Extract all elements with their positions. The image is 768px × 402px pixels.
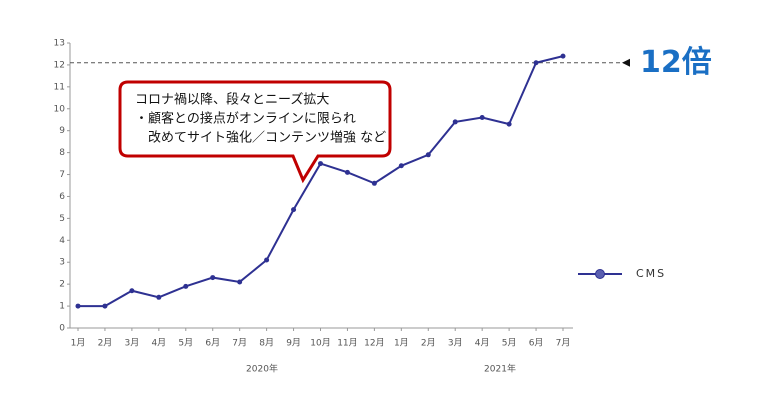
x-tick-label: 2月 <box>98 338 113 349</box>
y-tick-label: 6 <box>59 192 65 202</box>
data-point <box>398 163 404 169</box>
year-label: 2021年 <box>484 363 516 375</box>
y-tick-label: 4 <box>59 236 65 246</box>
annotation-line: コロナ禍以降、段々とニーズ拡大 <box>135 92 329 108</box>
x-tick-label: 6月 <box>205 338 220 349</box>
data-point <box>371 180 377 186</box>
y-tick-label: 5 <box>59 214 65 224</box>
x-tick-label: 10月 <box>310 338 330 349</box>
data-point <box>237 279 243 285</box>
y-tick-label: 13 <box>54 39 65 49</box>
legend-marker <box>595 269 605 279</box>
y-tick-label: 9 <box>59 126 65 136</box>
data-point <box>560 53 566 59</box>
data-point <box>183 283 189 289</box>
x-tick-label: 3月 <box>448 338 463 349</box>
data-point <box>425 152 431 158</box>
data-point <box>264 257 270 263</box>
legend-label: CMS <box>636 267 666 280</box>
x-tick-label: 3月 <box>125 338 140 349</box>
y-tick-label: 0 <box>59 324 65 334</box>
data-point <box>479 115 485 121</box>
y-tick-label: 2 <box>59 280 65 290</box>
x-tick-label: 2月 <box>421 338 436 349</box>
data-point <box>533 60 539 66</box>
data-point <box>452 119 458 125</box>
data-point <box>102 303 108 309</box>
x-tick-label: 5月 <box>178 338 193 349</box>
year-label: 2020年 <box>246 363 278 375</box>
y-tick-label: 7 <box>59 170 65 180</box>
x-tick-label: 1月 <box>394 338 409 349</box>
data-point <box>318 161 323 167</box>
y-tick-label: 1 <box>59 302 65 312</box>
data-point <box>156 294 162 300</box>
x-tick-label: 7月 <box>556 338 571 349</box>
data-point <box>129 288 135 294</box>
y-tick-label: 8 <box>59 148 65 158</box>
y-tick-label: 11 <box>54 82 65 92</box>
data-point <box>291 207 297 213</box>
x-tick-label: 9月 <box>286 338 301 349</box>
x-tick-label: 8月 <box>259 338 274 349</box>
data-point <box>344 169 350 175</box>
callout-box <box>118 80 392 184</box>
x-tick-label: 12月 <box>364 338 384 349</box>
x-tick-label: 11月 <box>337 338 357 349</box>
x-tick-label: 4月 <box>475 338 490 349</box>
x-tick-label: 6月 <box>529 338 544 349</box>
x-tick-label: 1月 <box>71 338 86 349</box>
x-tick-label: 5月 <box>502 338 517 349</box>
data-point <box>75 303 81 309</box>
annotation-line: 改めてサイト強化／コンテンツ増強 など <box>135 131 386 146</box>
reference-arrow <box>622 58 630 67</box>
data-point <box>506 121 512 127</box>
y-tick-label: 12 <box>54 60 65 70</box>
data-point <box>210 275 216 281</box>
x-tick-label: 7月 <box>232 338 247 349</box>
annotation-line: ・顧客との接点がオンラインに限られ <box>135 111 356 127</box>
reference-label: 12倍 <box>640 45 712 80</box>
y-tick-label: 3 <box>59 258 65 268</box>
y-tick-label: 10 <box>54 104 66 114</box>
x-tick-label: 4月 <box>151 338 166 349</box>
